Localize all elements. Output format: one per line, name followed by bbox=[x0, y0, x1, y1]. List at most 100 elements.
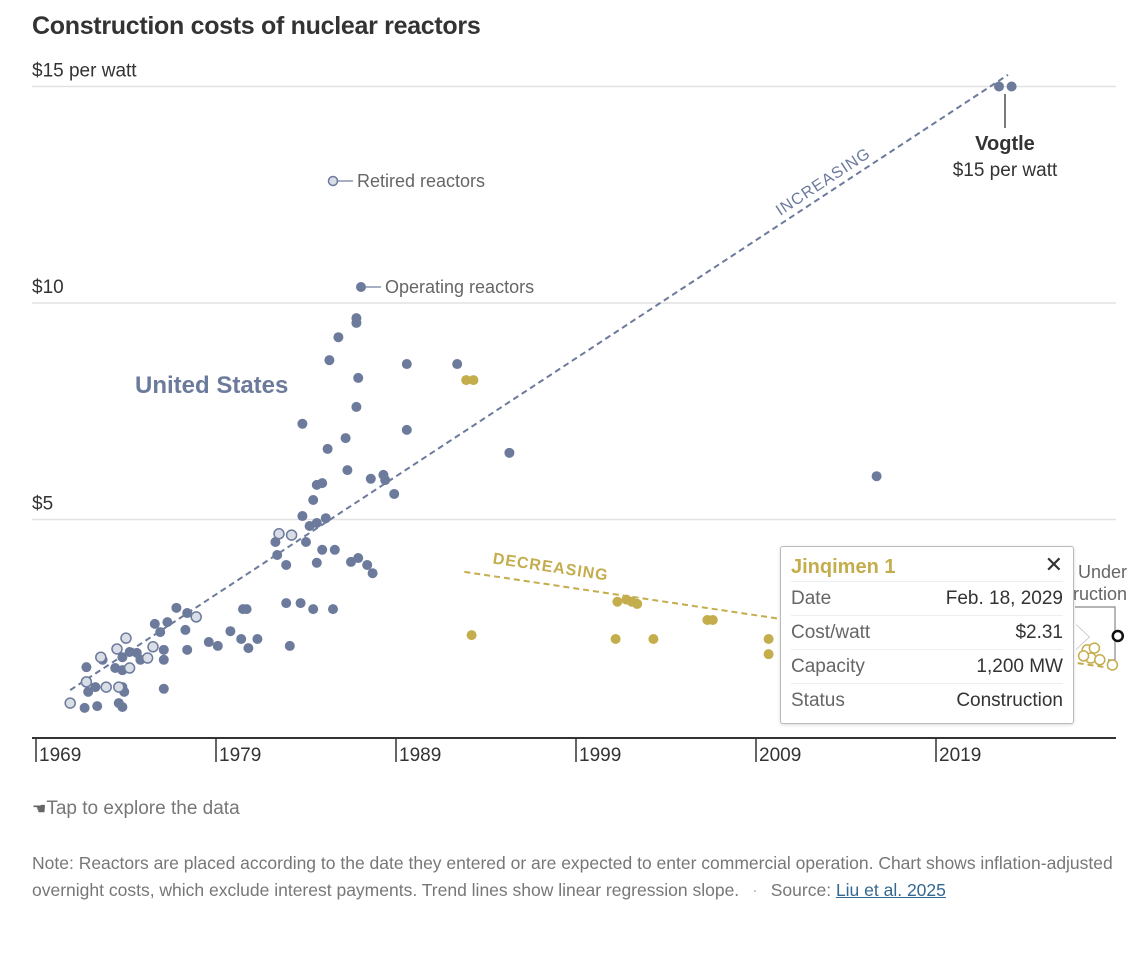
us-point[interactable] bbox=[212, 640, 223, 651]
us-point[interactable] bbox=[308, 604, 319, 615]
us-point[interactable] bbox=[297, 418, 308, 429]
us-point[interactable] bbox=[362, 559, 373, 570]
us-point[interactable] bbox=[389, 488, 400, 499]
us-point[interactable] bbox=[158, 683, 169, 694]
tooltip-row-capacity: Capacity 1,200 MW bbox=[791, 649, 1063, 683]
us-point[interactable] bbox=[90, 682, 101, 693]
us-point[interactable] bbox=[203, 637, 214, 648]
china-point[interactable] bbox=[763, 649, 774, 660]
us-point[interactable] bbox=[353, 553, 364, 564]
us-point[interactable] bbox=[241, 604, 252, 615]
us-point[interactable] bbox=[320, 513, 331, 524]
us-point[interactable] bbox=[353, 372, 364, 383]
us-point[interactable] bbox=[124, 646, 135, 657]
us-point[interactable] bbox=[452, 359, 463, 370]
china-hollow-point[interactable] bbox=[1106, 659, 1119, 671]
us-point[interactable] bbox=[311, 557, 322, 568]
china-hollow-point[interactable] bbox=[1088, 642, 1101, 654]
us-point[interactable] bbox=[367, 568, 378, 579]
us-point[interactable] bbox=[158, 644, 169, 655]
china-hollow-point[interactable] bbox=[1077, 650, 1090, 662]
source-link[interactable]: Liu et al. 2025 bbox=[835, 880, 946, 900]
us-point[interactable] bbox=[162, 617, 173, 628]
us-point[interactable] bbox=[340, 433, 351, 444]
us-point[interactable] bbox=[158, 654, 169, 665]
us-hollow-point[interactable] bbox=[141, 652, 154, 664]
china-point[interactable] bbox=[610, 634, 621, 645]
us-point[interactable] bbox=[329, 544, 340, 555]
us-point[interactable] bbox=[317, 478, 328, 489]
us-hollow-point[interactable] bbox=[273, 528, 285, 540]
us-hollow-point[interactable] bbox=[80, 676, 93, 688]
china-point[interactable] bbox=[461, 375, 472, 386]
us-hollow-point[interactable] bbox=[147, 641, 159, 653]
us-hollow-point[interactable] bbox=[190, 611, 202, 623]
china-point[interactable] bbox=[648, 634, 659, 645]
us-point[interactable] bbox=[994, 81, 1004, 92]
us-point[interactable] bbox=[365, 473, 376, 484]
us-point[interactable] bbox=[401, 424, 412, 435]
us-point[interactable] bbox=[328, 604, 338, 615]
us-point[interactable] bbox=[155, 627, 166, 638]
us-point[interactable] bbox=[311, 517, 322, 528]
us-point[interactable] bbox=[171, 602, 182, 613]
us-point[interactable] bbox=[351, 401, 362, 412]
us-hollow-point[interactable] bbox=[100, 681, 112, 693]
us-point[interactable] bbox=[351, 317, 362, 328]
china-point[interactable] bbox=[468, 375, 479, 386]
china-hollow-point[interactable] bbox=[1094, 654, 1106, 666]
us-point[interactable] bbox=[281, 559, 292, 570]
us-point[interactable] bbox=[79, 702, 90, 713]
us-point[interactable] bbox=[92, 701, 103, 712]
us-point[interactable] bbox=[252, 634, 263, 645]
us-hollow-point[interactable] bbox=[120, 632, 132, 644]
us-point[interactable] bbox=[295, 598, 306, 609]
us-point[interactable] bbox=[149, 618, 160, 629]
explore-hint[interactable]: ☚Tap to explore the data bbox=[32, 798, 240, 820]
us-hollow-point[interactable] bbox=[113, 681, 125, 693]
us-point[interactable] bbox=[324, 355, 335, 366]
us-point[interactable] bbox=[401, 359, 412, 370]
us-point[interactable] bbox=[243, 643, 254, 654]
us-point[interactable] bbox=[504, 447, 515, 458]
us-point[interactable] bbox=[281, 598, 292, 609]
china-point[interactable] bbox=[466, 630, 477, 641]
us-point[interactable] bbox=[180, 624, 191, 635]
us-point[interactable] bbox=[301, 537, 311, 548]
close-x-icon[interactable]: ✕ bbox=[1044, 552, 1063, 577]
us-point[interactable] bbox=[117, 701, 128, 712]
us-point[interactable] bbox=[333, 332, 344, 343]
us-point[interactable] bbox=[272, 550, 283, 561]
china-point[interactable] bbox=[707, 614, 718, 625]
us-point[interactable] bbox=[342, 465, 353, 476]
china-point[interactable] bbox=[632, 598, 643, 609]
highlighted-point[interactable] bbox=[1111, 629, 1125, 643]
us-point[interactable] bbox=[380, 475, 391, 486]
us-point[interactable] bbox=[117, 652, 128, 663]
us-point[interactable] bbox=[1006, 81, 1017, 92]
us-hollow-point[interactable] bbox=[95, 651, 107, 663]
china-point[interactable] bbox=[612, 596, 623, 607]
us-point[interactable] bbox=[83, 686, 94, 697]
data-points bbox=[64, 81, 1125, 713]
us-point[interactable] bbox=[236, 634, 247, 645]
us-point[interactable] bbox=[182, 608, 193, 619]
us-point[interactable] bbox=[317, 544, 328, 555]
us-point[interactable] bbox=[284, 640, 295, 651]
china-point[interactable] bbox=[763, 634, 774, 645]
us-point[interactable] bbox=[225, 626, 236, 637]
us-point[interactable] bbox=[871, 471, 882, 482]
vogtle-value: $15 per watt bbox=[953, 160, 1058, 181]
us-hollow-point[interactable] bbox=[123, 662, 136, 674]
us-point[interactable] bbox=[322, 443, 333, 454]
us-point[interactable] bbox=[81, 662, 92, 673]
tooltip-title: Jinqimen 1 bbox=[791, 556, 896, 578]
us-hollow-point[interactable] bbox=[285, 529, 298, 541]
us-hollow-point[interactable] bbox=[64, 697, 76, 709]
us-point[interactable] bbox=[308, 495, 319, 506]
us-point[interactable] bbox=[297, 511, 308, 522]
us-hollow-point[interactable] bbox=[111, 643, 123, 655]
us-point[interactable] bbox=[182, 644, 193, 655]
us-point[interactable] bbox=[270, 537, 281, 548]
source-label: Source: bbox=[770, 880, 832, 900]
